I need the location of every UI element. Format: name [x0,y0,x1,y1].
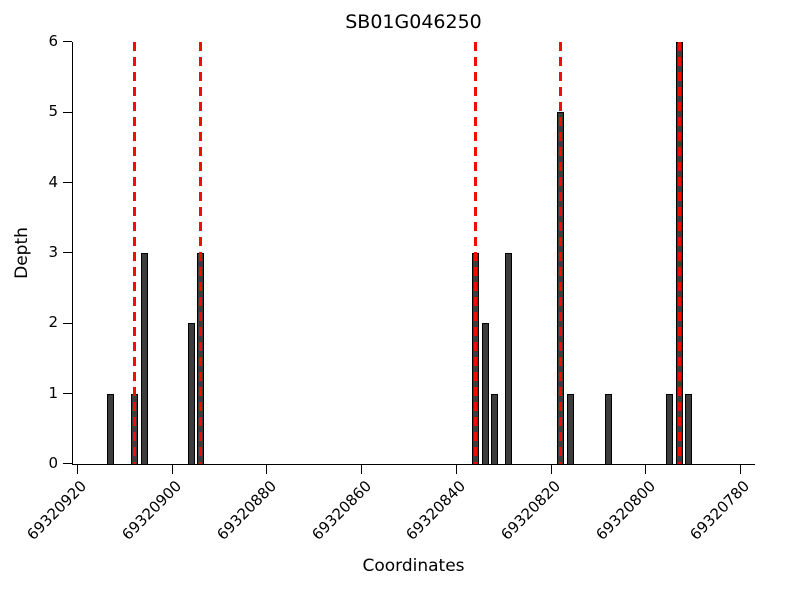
depth-bar [187,323,195,464]
x-tick-label-text: 69320860 [307,477,375,544]
depth-bar [481,323,489,464]
y-tick-label: 1 [48,383,58,402]
depth-bar [505,253,513,464]
y-tick-mark [63,392,72,394]
y-tick-label: 6 [48,32,58,51]
x-tick-mark [361,465,363,474]
y-tick-mark [63,322,72,324]
x-tick-mark [550,465,552,474]
y-tick-label: 3 [48,243,58,262]
depth-bar [666,393,674,464]
depth-bar [140,253,148,464]
x-tick-label-text: 69320780 [686,477,754,544]
x-tick-label-text: 69320840 [402,477,470,544]
marker-dashed-line [474,42,478,464]
x-axis-label: Coordinates [362,556,465,576]
x-tick-label-text: 69320920 [23,477,91,544]
x-tick-label-text: 69320880 [213,477,280,544]
y-tick-label: 4 [48,172,58,191]
depth-bar [604,393,612,464]
y-tick-mark [63,463,72,465]
y-tick-mark [63,41,72,43]
x-tick-label-text: 69320900 [118,477,186,544]
y-axis-label: Depth [12,227,32,279]
x-tick-mark [739,465,741,474]
depth-bar [566,393,574,464]
plot-area: 0 1 2 3 4 5 6 69320920 69320900 69320880 69320860 6… [24,32,755,544]
marker-dashed-line [677,42,681,464]
y-tick-label: 2 [48,313,58,332]
y-tick-mark [63,111,72,113]
x-tick-mark [171,465,173,474]
marker-dashed-line [559,42,563,464]
y-tick-mark [63,252,72,254]
chart-title: SB01G046250 [345,11,482,33]
x-tick-mark [455,465,457,474]
y-tick-mark [63,181,72,183]
x-tick-label-text: 69320820 [497,477,565,544]
marker-dashed-line [133,42,137,464]
y-tick-label: 0 [48,454,58,473]
x-tick-mark [645,465,647,474]
x-tick-mark [76,465,78,474]
depth-bar [491,393,498,464]
depth-bar [685,393,693,464]
y-tick-label: 5 [48,102,58,121]
x-tick-mark [266,465,268,474]
depth-bar [107,393,115,464]
marker-dashed-line [199,42,203,464]
x-tick-label-text: 69320800 [592,477,659,544]
